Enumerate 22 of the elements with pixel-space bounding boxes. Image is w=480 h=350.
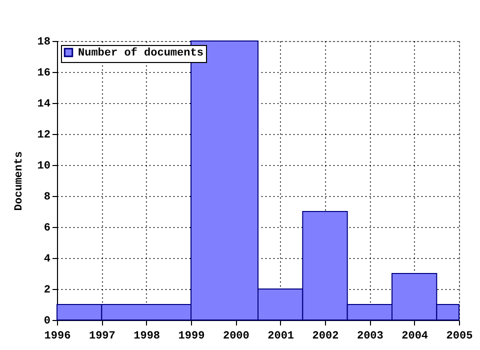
legend-label: Number of documents xyxy=(78,46,204,60)
x-tick-label: 2003 xyxy=(356,330,384,342)
x-tick-label: 2002 xyxy=(312,330,339,342)
y-tick-label: 18 xyxy=(37,36,51,48)
x-tick-label: 2004 xyxy=(402,330,428,342)
x-tick-label: 1996 xyxy=(44,330,71,342)
y-tick-label: 0 xyxy=(44,316,50,328)
y-tick-label: 6 xyxy=(44,222,50,234)
x-tick-label: 1997 xyxy=(88,330,116,342)
y-tick-label: 14 xyxy=(37,98,51,110)
y-tick-label: 10 xyxy=(37,160,50,172)
x-tick-label: 2000 xyxy=(222,330,250,342)
x-tick-label: 2005 xyxy=(446,330,474,342)
x-tick-label: 1998 xyxy=(134,330,160,342)
y-axis-title: Documents xyxy=(13,151,26,211)
y-tick-label: 8 xyxy=(44,192,51,204)
x-tick-label: 1999 xyxy=(178,330,205,342)
y-tick-label: 12 xyxy=(37,130,50,142)
y-tick-label: 4 xyxy=(44,254,51,266)
y-tick-label: 2 xyxy=(44,284,50,296)
y-tick-label: 16 xyxy=(37,68,50,80)
x-tick-label: 2001 xyxy=(268,330,294,342)
